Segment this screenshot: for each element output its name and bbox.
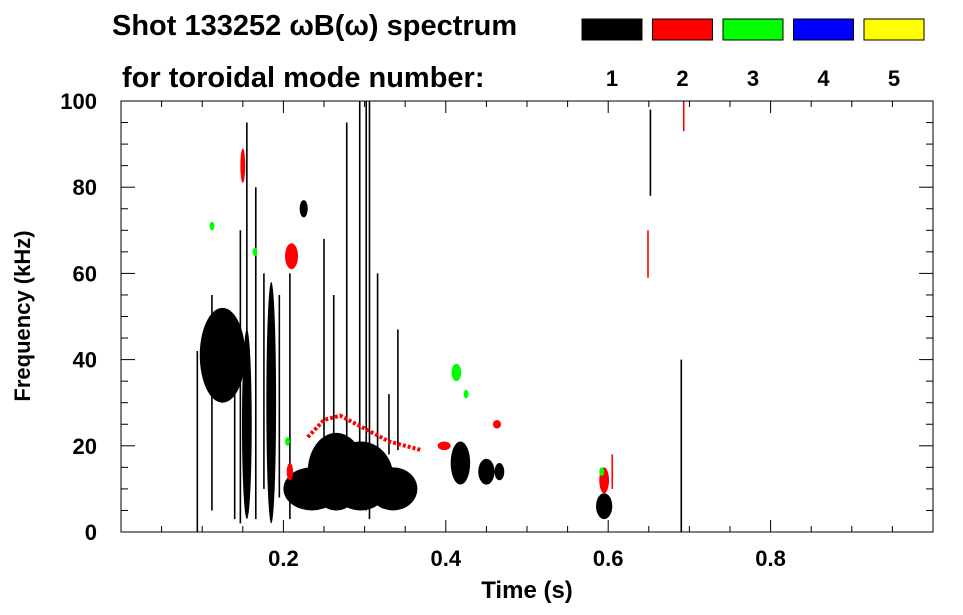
chart-title-line1: Shot 133252 ωB(ω) spectrum: [112, 10, 517, 42]
mode-3-blob: [599, 467, 605, 476]
mode-1-blob: [596, 493, 613, 520]
y-tick-label: 40: [73, 348, 97, 373]
y-tick-label: 20: [73, 434, 97, 459]
plot-area: 0.2 0.4 0.6 0.8 0 20 40 60 80 100: [60, 89, 934, 571]
legend-label-mode-1: 1: [606, 66, 618, 91]
legend-swatch-mode-1: [581, 18, 643, 41]
mode-2-blob: [492, 419, 502, 429]
mode-legend: 1 2 3 4 5: [581, 18, 925, 91]
x-tick-label: 0.6: [593, 546, 624, 571]
mode-1-blob: [494, 463, 505, 481]
mode-1-blob: [299, 200, 308, 218]
legend-label-mode-4: 4: [817, 66, 830, 91]
y-tick-label: 100: [60, 89, 97, 114]
mode-2-blob: [286, 463, 294, 481]
x-tick-label: 0.4: [431, 546, 462, 571]
chart-title-line2: for toroidal mode number:: [122, 62, 485, 94]
mode-1-blob: [478, 458, 495, 485]
spectrum-data: [196, 101, 685, 532]
mode-3-blob: [463, 389, 469, 399]
legend-label-mode-3: 3: [747, 66, 759, 91]
mode-3-blob: [209, 221, 215, 231]
mode-2-blob: [285, 243, 299, 270]
mode-2-blob: [240, 148, 246, 183]
x-tick-label: 0.8: [755, 546, 786, 571]
mode-1-blob: [368, 467, 418, 511]
legend-swatch-mode-3: [722, 18, 784, 41]
y-axis-label: Frequency (kHz): [10, 230, 35, 401]
mode-3-blob: [252, 247, 258, 257]
y-tick-label: 60: [73, 261, 97, 286]
x-axis-label: Time (s): [481, 577, 573, 604]
legend-swatch-mode-2: [652, 18, 713, 41]
mode-3-blob: [285, 437, 290, 446]
legend-swatch-mode-5: [863, 18, 925, 41]
mode-2-blob: [437, 441, 451, 451]
mode-1-blob: [199, 307, 246, 403]
x-tick-label: 0.2: [268, 546, 299, 571]
mode-1-blob: [266, 282, 277, 524]
legend-swatch-mode-4: [793, 18, 854, 41]
mode-2-curve: [306, 413, 422, 453]
axis-ticks: 0.2 0.4 0.6 0.8 0 20 40 60 80 100: [60, 89, 933, 571]
mode-1-blob: [450, 441, 471, 485]
legend-label-mode-5: 5: [888, 66, 900, 91]
mode-3-blob: [451, 363, 462, 382]
legend-label-mode-2: 2: [676, 66, 688, 91]
mode-1-blob: [241, 329, 252, 520]
y-tick-label: 80: [73, 175, 97, 200]
y-tick-label: 0: [85, 520, 97, 545]
